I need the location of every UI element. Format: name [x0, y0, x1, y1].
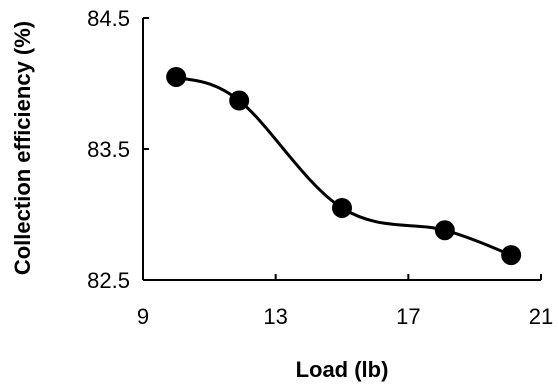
data-point: [229, 90, 250, 111]
series-line: [175, 75, 512, 257]
data-point: [332, 197, 352, 218]
y-tick-label: 83.5: [87, 137, 130, 162]
x-tick-label: 13: [263, 304, 287, 329]
tick-labels: 9 13 17 21 82.5 83.5 84.5: [87, 6, 553, 329]
x-tick-label: 21: [529, 304, 553, 329]
data-point: [434, 220, 455, 241]
y-axis-title: Collection efficiency (%): [10, 21, 35, 275]
x-tick-label: 9: [137, 304, 149, 329]
x-tick-label: 17: [396, 304, 420, 329]
axes: [142, 18, 541, 281]
series: [166, 66, 522, 266]
data-point: [501, 245, 522, 266]
y-tick-label: 82.5: [87, 268, 130, 293]
x-axis-title: Load (lb): [296, 357, 389, 382]
y-tick-label: 84.5: [87, 6, 130, 31]
ticks: [142, 17, 542, 281]
data-point: [166, 66, 187, 87]
